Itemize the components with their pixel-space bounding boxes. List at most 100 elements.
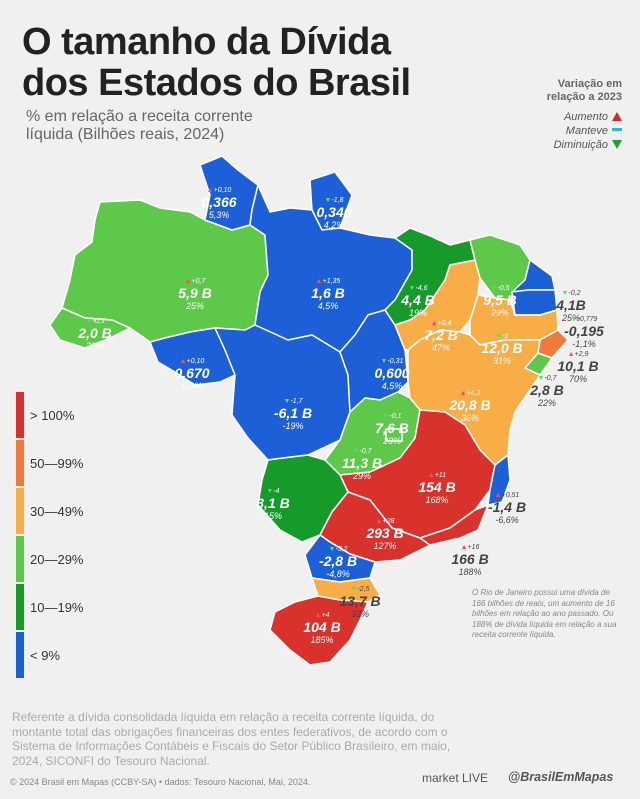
state-percent: 33% (350, 609, 369, 619)
change-arrow-icon: ▲ (567, 351, 575, 358)
change-arrow-icon: ▲ (184, 278, 192, 285)
state-percent: 5,3% (208, 210, 230, 220)
scale-label: 30—49% (30, 504, 84, 519)
state-percent: -4,8% (326, 569, 350, 579)
state-label-df: ▼-0,1 7,6 B 23% (375, 413, 408, 447)
state-change: ▼-3,2 (328, 546, 348, 553)
dash-icon (612, 128, 622, 131)
state-change: ▼-4 (266, 488, 280, 495)
scale-swatch (16, 392, 24, 438)
state-mt (214, 324, 351, 461)
state-percent: 185% (310, 635, 334, 645)
state-label-rj: ▲+16 166 B 188% (451, 544, 488, 578)
variation-legend-title: Variação em relação a 2023 (546, 78, 622, 103)
state-change: ▼-2,5 (350, 586, 370, 593)
state-label-ce: ▼-0,5 9,5 B 29% (483, 285, 516, 319)
change-arrow-icon: ▼ (537, 375, 545, 382)
scale-label: 20—29% (30, 552, 84, 567)
change-arrow-icon: ▼ (85, 318, 93, 325)
change-arrow-icon: ▼ (561, 290, 569, 297)
state-percent: 47% (431, 343, 450, 353)
state-change: ▲+0,4 (430, 320, 452, 327)
state-value: 2,8 B (530, 382, 564, 398)
scale-label: 50—99% (30, 456, 84, 471)
state-percent: 188% (458, 567, 482, 577)
state-percent: 70% (568, 374, 587, 384)
state-label-sp: ▲+28 293 B 127% (366, 518, 403, 552)
state-value: 12,0 B (481, 340, 523, 356)
change-arrow-icon: ▼ (570, 316, 578, 323)
change-arrow-icon: ▼ (350, 586, 358, 593)
state-percent: 36% (460, 413, 479, 423)
state-value: 166 B (451, 551, 489, 567)
marketlive-logo: market LIVE (422, 771, 489, 785)
page-title: O tamanho da Dívida dos Estados do Brasi… (22, 21, 411, 104)
page-subtitle: % em relação a receita corrente líquida … (26, 108, 253, 143)
state-label-rr: ▲+0,10 0,366 5,3% (201, 187, 236, 221)
change-arrow-icon: ▲ (459, 390, 467, 397)
footnote: Referente a dívida consolidada líquida e… (12, 710, 451, 768)
change-arrow-icon: ▼ (324, 197, 332, 204)
state-change: ▼-4,6 (408, 285, 428, 292)
state-percent: 4,5% (381, 381, 403, 391)
state-sp (319, 491, 431, 563)
state-value: 1,6 B (311, 285, 345, 301)
legend-same-label: Manteve (565, 125, 608, 137)
state-label-go: ▼-0,7 11,3 B 29% (342, 448, 382, 482)
state-label-es: ▲+0,51 -1,4 B -6,6% (488, 492, 526, 526)
state-change: ▼-0,779 (570, 316, 598, 323)
scale-swatch (16, 440, 24, 486)
state-label-to: ▼-0,31 0,600 4,5% (374, 358, 409, 392)
state-label-ac: ▼-0,5 2,0 B 23% (78, 318, 111, 352)
state-value: 0,670 (174, 365, 210, 381)
legend-increase-label: Aumento (563, 111, 608, 123)
state-change: ▲+0,51 (494, 492, 520, 499)
state-change: ▼-0,31 (380, 358, 404, 365)
state-change: ▲+4 (314, 612, 330, 619)
change-arrow-icon: ▼ (408, 285, 416, 292)
state-change: ▼-0,2 (561, 290, 581, 297)
state-value: 293 B (366, 525, 404, 541)
state-percent: 23% (85, 341, 104, 351)
state-change: ▼-0,5 (490, 285, 510, 292)
social-handle: @BrasilEmMapas (508, 770, 614, 784)
change-arrow-icon: ▼ (380, 358, 388, 365)
legend-same: Manteve (532, 124, 622, 138)
state-value: 2,0 B (78, 325, 112, 341)
state-ac (49, 307, 131, 349)
state-label-se: ▼-0,7 2,8 B 22% (530, 375, 563, 409)
scale-swatch (16, 632, 24, 678)
brazil-map (49, 155, 569, 666)
scale-swatch (16, 584, 24, 630)
state-change: ▼-1 (495, 333, 509, 340)
state-label-pr: ▼-3,2 -2,8 B -4,8% (319, 546, 357, 580)
state-change: ▼-1,8 (324, 197, 344, 204)
change-arrow-icon: ▲ (315, 278, 323, 285)
state-percent: 127% (373, 541, 397, 551)
state-change: ▲+1,35 (315, 278, 341, 285)
triangle-up-icon (612, 112, 622, 121)
state-change: ▲+0,10 (179, 358, 205, 365)
state-value: 4,1B (556, 297, 586, 313)
state-change: ▲+28 (375, 518, 395, 525)
change-arrow-icon: ▲ (179, 358, 187, 365)
state-change: ▼-0,5 (85, 318, 105, 325)
state-value: 10,1 B (557, 358, 599, 374)
state-value: -0,195 (564, 323, 604, 339)
state-percent: 29% (352, 471, 371, 481)
state-change: ▲+2,9 (567, 351, 589, 358)
state-label-sc: ▼-2,5 13,7 B 33% (339, 586, 380, 620)
legend-decrease: Diminuição (532, 138, 622, 152)
state-percent: -19% (282, 421, 304, 431)
state-rj (419, 504, 489, 546)
state-label-ba: ▲+4,2 20,8 B 36% (449, 390, 490, 424)
scale-swatch (16, 536, 24, 582)
change-arrow-icon: ▼ (382, 413, 390, 420)
change-arrow-icon: ▼ (490, 285, 498, 292)
state-change: ▲+0,7 (184, 278, 206, 285)
scale-label: < 9% (30, 648, 60, 663)
state-value: 7,2 B (424, 327, 458, 343)
state-change: ▲+11 (427, 472, 447, 479)
state-percent: 15% (263, 511, 282, 521)
state-value: 154 B (418, 479, 456, 495)
